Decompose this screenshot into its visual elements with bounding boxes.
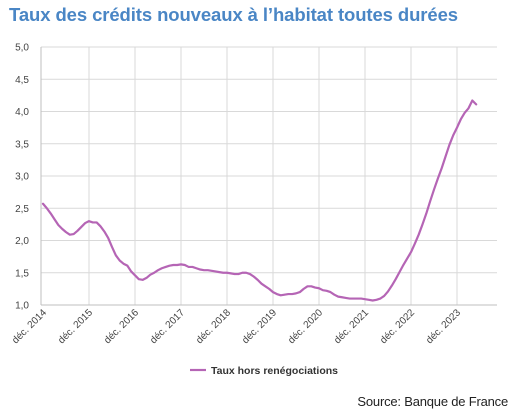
y-tick-label: 3,5: [15, 139, 29, 150]
legend-label: Taux hors renégociations: [211, 365, 338, 377]
y-axis-tick-labels: 1,0 1,5 2,0 2,5 3,0 3,5 4,0 4,5 5,0: [15, 43, 29, 312]
y-tick-label: 1,0: [15, 301, 29, 312]
x-tick-label: déc. 2016: [102, 307, 141, 346]
x-tick-label: déc. 2017: [148, 307, 187, 346]
y-tick-label: 1,5: [15, 268, 29, 279]
series-line: [41, 99, 478, 302]
source-note: Source: Banque de France: [357, 394, 508, 409]
chart-title: Taux des crédits nouveaux à l’habitat to…: [9, 4, 458, 25]
gridlines: [41, 46, 497, 305]
x-tick-label: déc. 2014: [10, 307, 49, 346]
series-layer: [41, 99, 478, 302]
x-tick-label: déc. 2023: [424, 307, 463, 346]
y-tick-label: 2,0: [15, 236, 29, 247]
x-axis-tick-labels: déc. 2014 déc. 2015 déc. 2016 déc. 2017 déc.…: [10, 307, 463, 346]
y-tick-label: 5,0: [15, 43, 29, 54]
x-tick-label: déc. 2021: [332, 307, 371, 346]
y-tick-label: 4,0: [15, 107, 29, 118]
x-tick-label: déc. 2018: [194, 307, 233, 346]
y-tick-label: 3,0: [15, 172, 29, 183]
y-tick-label: 2,5: [15, 204, 29, 215]
x-tick-label: déc. 2022: [378, 307, 417, 346]
x-tick-label: déc. 2019: [240, 307, 279, 346]
axes: [40, 47, 497, 306]
x-tick-label: déc. 2015: [56, 307, 95, 346]
y-tick-label: 4,5: [15, 75, 29, 86]
legend: Taux hors renégociations: [190, 365, 338, 377]
x-tick-label: déc. 2020: [286, 307, 325, 346]
